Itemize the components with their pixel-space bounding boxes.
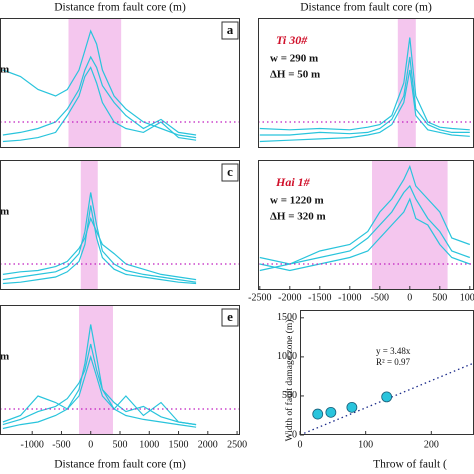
profile-line (259, 56, 470, 136)
x-axis-label: Throw of fault ( (373, 459, 447, 471)
x-tick-label: 2000 (198, 439, 218, 450)
profile-line (2, 55, 197, 136)
label-box (221, 163, 239, 182)
profile-line (2, 29, 197, 139)
annotation: ΔH = 320 m (270, 211, 326, 223)
x-axis-label: Distance from fault core (m) (300, 2, 432, 14)
x-tick-label: 500 (113, 439, 128, 450)
panel: Distance from fault core (m) Ti 30# w = 29… (258, 2, 474, 148)
well-name: Hai 1# (275, 175, 311, 189)
annotation: R² = 0.97 (376, 357, 411, 367)
x-tick-label: 2500 (227, 439, 247, 450)
profile-line (259, 184, 471, 272)
x-axis-label: Distance from fault core (m) (54, 2, 186, 14)
profile-line (2, 205, 197, 285)
clipped-text: m (0, 206, 9, 218)
panel-frame (300, 310, 474, 435)
profile-line (2, 354, 197, 430)
plot-area (300, 362, 474, 435)
panel-frame (0, 160, 240, 290)
panel-label: c (227, 164, 233, 179)
x-tick-label: -1000 (21, 439, 44, 450)
plot-area (0, 160, 240, 290)
annotation: w = 1220 m (270, 195, 324, 207)
clipped-text: m (0, 351, 9, 363)
x-tick-label: -500 (371, 292, 389, 303)
profile-line (2, 343, 197, 426)
clipped-text: m (0, 64, 9, 76)
x-axis-label: Distance from fault core (m) (54, 459, 186, 471)
profile-line (2, 66, 197, 143)
annotation: w = 290 m (270, 53, 318, 65)
core-band (68, 18, 122, 148)
x-tick-label: -2500 (248, 292, 271, 303)
data-point (346, 401, 358, 413)
plot-area (0, 305, 240, 435)
x-tick-label: 200 (424, 439, 439, 450)
x-tick-label: 500 (432, 292, 447, 303)
x-tick-label: 1000 (139, 439, 159, 450)
label-box (221, 21, 239, 40)
core-band (372, 160, 448, 290)
y-tick-label: 1000 (277, 351, 297, 362)
profile-line (259, 164, 471, 265)
y-tick-label: 1500 (277, 312, 297, 323)
panel: -1000 -500 0 500 1000 1500 2000 2500 Distance fr… (0, 305, 247, 471)
plot-area (258, 160, 474, 290)
y-tick-label: 500 (282, 390, 297, 401)
profile-line (2, 192, 197, 283)
panel: cm (0, 160, 240, 290)
panel-frame (0, 305, 240, 435)
plot-area (258, 18, 474, 148)
x-tick-label: -1500 (308, 292, 331, 303)
x-tick-label: -500 (52, 439, 70, 450)
y-tick-label: 0 (292, 429, 297, 440)
profile-line (259, 37, 470, 131)
x-tick-label: 0 (298, 439, 303, 450)
panel-frame (0, 18, 240, 148)
label-box (221, 308, 239, 327)
x-tick-label: -2000 (278, 292, 301, 303)
profile-line (2, 324, 197, 426)
annotation: y = 3.48x (376, 346, 411, 356)
data-point (381, 391, 393, 403)
y-axis-label: Width of fault damage zone (m) (284, 320, 295, 442)
panel-label: e (227, 309, 233, 324)
profile-line (259, 69, 470, 143)
panel: Distance from fault core (m) a m (0, 2, 240, 148)
data-point (312, 408, 324, 420)
x-tick-label: 1000 (460, 292, 474, 303)
panel-label: a (227, 22, 234, 37)
x-tick-label: 0 (407, 292, 412, 303)
plot-area (0, 18, 240, 148)
profile-line (259, 197, 471, 272)
well-name: Ti 30# (276, 33, 308, 47)
data-point (325, 406, 337, 418)
annotation: ΔH = 50 m (270, 69, 320, 81)
x-tick-label: 1500 (169, 439, 189, 450)
x-tick-label: 100 (358, 439, 373, 450)
x-tick-label: -1000 (338, 292, 361, 303)
x-tick-label: 0 (88, 439, 93, 450)
panel: -2500 -2000 -1500 -1000 -500 0 500 1000 Hai 1# w … (248, 160, 474, 303)
